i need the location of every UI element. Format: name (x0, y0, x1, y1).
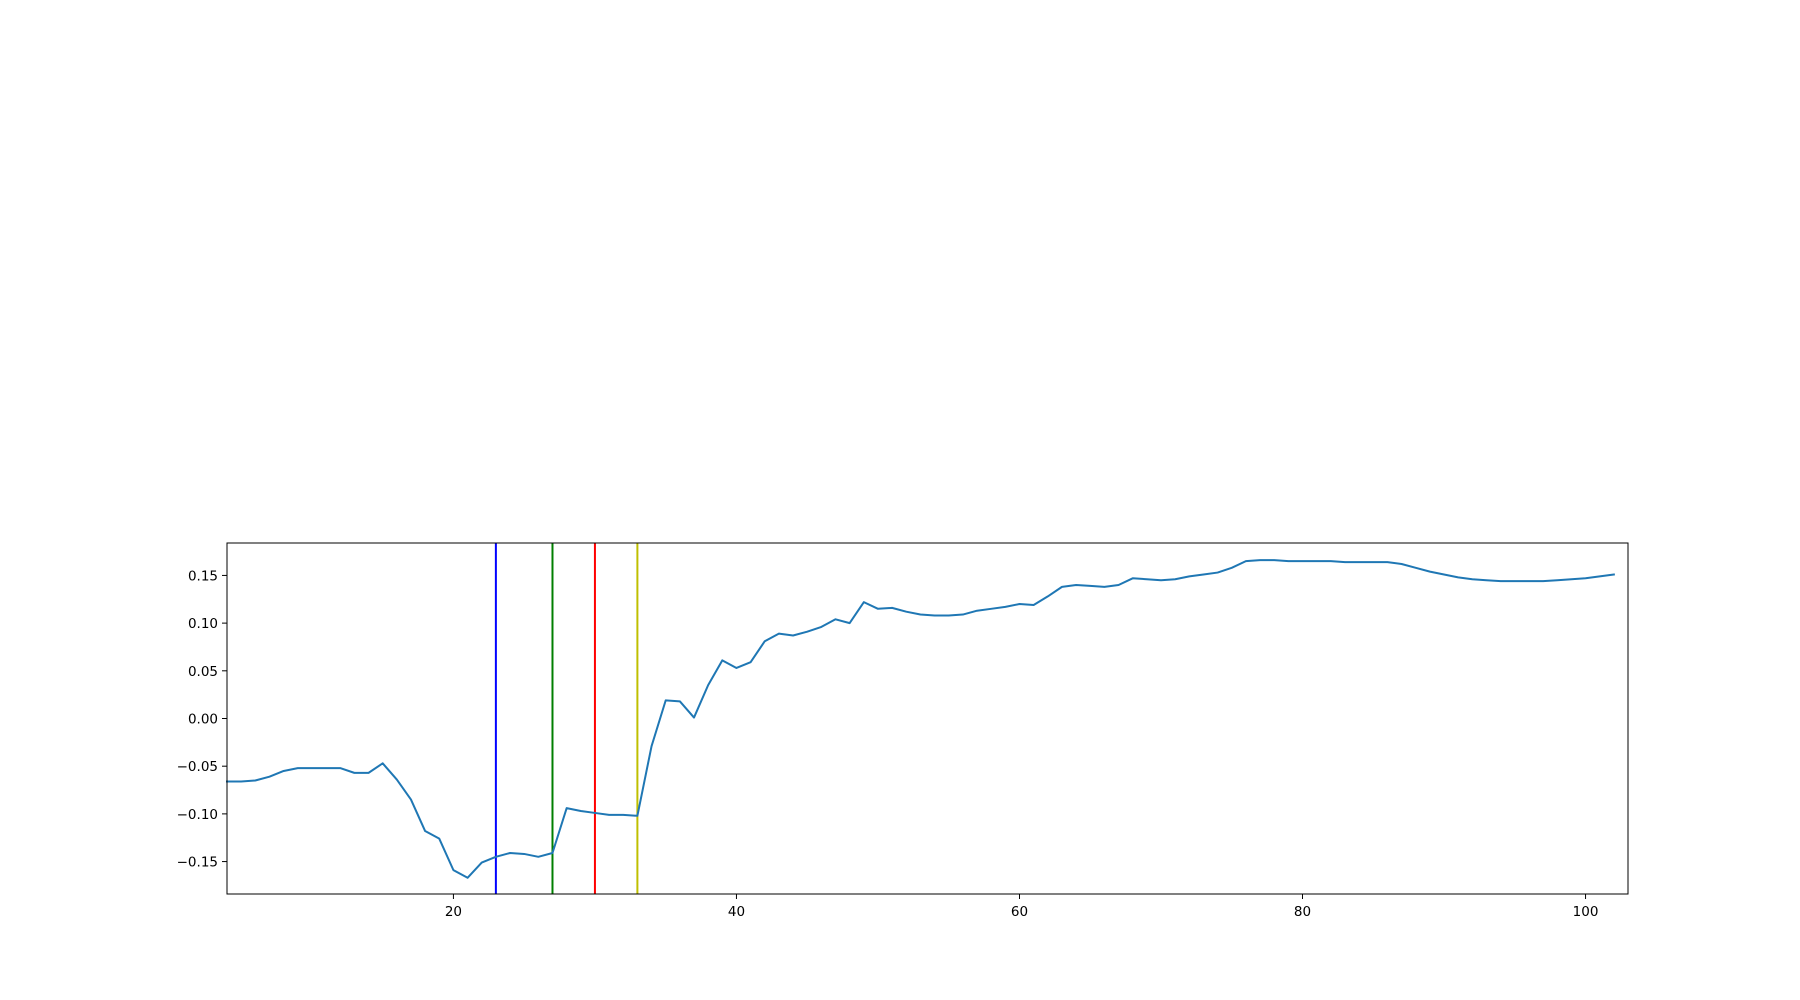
y-tick-label: −0.15 (177, 855, 218, 871)
vertical-markers (494, 543, 639, 894)
x-tick-label: 40 (728, 904, 745, 920)
y-tick-label: 0.05 (188, 664, 218, 680)
series-layer (226, 559, 1615, 879)
y-tick-label: 0.00 (188, 712, 218, 728)
x-tick-label: 80 (1294, 904, 1311, 920)
series-line-1 (226, 559, 1615, 879)
x-tick-label: 100 (1573, 904, 1599, 920)
y-tick-label: 0.15 (188, 568, 218, 584)
y-tick-label: −0.05 (177, 759, 218, 775)
y-tick-label: −0.10 (177, 807, 218, 823)
y-tick-label: 0.10 (188, 616, 218, 632)
y-axis: 0.15 0.10 0.05 0.00 −0.05 −0.10 −0.15 (177, 568, 227, 871)
x-tick-label: 60 (1011, 904, 1028, 920)
x-tick-label: 20 (445, 904, 462, 920)
x-axis: 20 40 60 80 100 (445, 894, 1599, 920)
plot-area (227, 543, 1628, 894)
